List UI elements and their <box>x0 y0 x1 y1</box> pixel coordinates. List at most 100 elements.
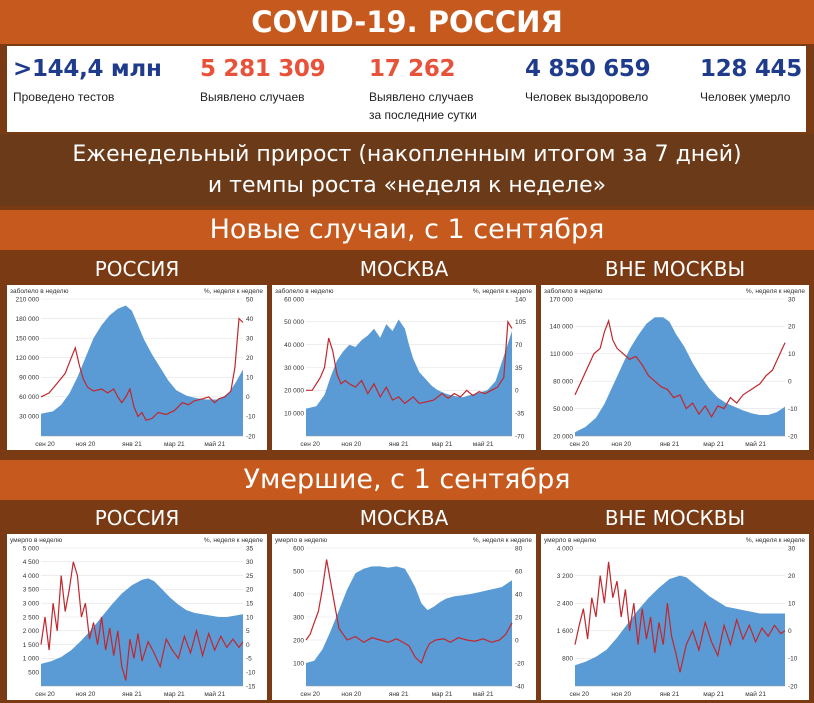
y-tick-label: 60 000 <box>284 296 304 303</box>
section-deaths-title: Умершие, с 1 сентября <box>0 460 814 500</box>
stat-recovered: 4 850 659 Человек выздоровело <box>525 56 651 106</box>
x-tick-label: янв 21 <box>389 691 409 698</box>
y2-tick-label: 30 <box>246 559 254 566</box>
x-tick-label: мар 21 <box>703 441 724 448</box>
y-tick-label: 50 000 <box>553 406 573 413</box>
x-tick-label: янв 21 <box>122 691 142 698</box>
y-tick-label: 800 <box>562 656 573 663</box>
y-axis-label: умерло в неделю <box>275 537 327 544</box>
y-tick-label: 10 000 <box>284 410 304 417</box>
y2-tick-label: 20 <box>515 614 523 621</box>
chart-deaths-russia: умерло в неделю %, неделя к неделе 500 1 00… <box>7 534 267 700</box>
y2-tick-label: 50 <box>246 296 254 303</box>
y-tick-label: 400 <box>293 591 304 598</box>
series-area <box>41 578 243 686</box>
y2-tick-label: 30 <box>788 296 796 303</box>
y2-axis-label: %, неделя к неделе <box>473 537 532 544</box>
stat-deaths: 128 445 Человек умерло <box>700 56 802 106</box>
x-tick-label: май 21 <box>745 690 766 698</box>
x-tick-label: мар 21 <box>703 691 724 698</box>
y2-tick-label: 105 <box>515 319 526 326</box>
y2-tick-label: 140 <box>515 296 526 303</box>
y2-tick-label: -10 <box>788 406 798 413</box>
stat-value: 128 445 <box>700 56 802 82</box>
series-area <box>306 319 512 436</box>
y2-tick-label: 80 <box>515 545 523 552</box>
section-cases-title: Новые случаи, с 1 сентября <box>0 210 814 250</box>
stat-cases: 5 281 309 Выявлено случаев <box>200 56 326 106</box>
y-tick-label: 20 000 <box>284 388 304 395</box>
chart-cases-russia: заболело в неделю %, неделя к неделе 30 00… <box>7 285 267 450</box>
y-tick-label: 80 000 <box>553 379 573 386</box>
y2-tick-label: 10 <box>246 614 254 621</box>
y-tick-label: 1 600 <box>557 628 574 635</box>
y2-tick-label: 0 <box>246 394 250 401</box>
y-tick-label: 100 <box>293 660 304 667</box>
panel-title-cases-russia: РОССИЯ <box>7 253 267 285</box>
y-tick-label: 3 200 <box>557 573 574 580</box>
x-tick-label: сен 20 <box>300 441 320 448</box>
y2-tick-label: -70 <box>515 433 525 440</box>
x-tick-label: май 21 <box>473 690 494 698</box>
x-tick-label: ноя 20 <box>76 691 96 698</box>
y2-tick-label: -40 <box>515 683 525 690</box>
stat-value: 4 850 659 <box>525 56 651 82</box>
x-tick-label: мар 21 <box>164 441 185 448</box>
y2-axis-label: %, неделя к неделе <box>746 288 805 295</box>
chart-deaths-moscow: умерло в неделю%, неделя к неделе 100 200 3… <box>272 534 536 700</box>
x-tick-label: сен 20 <box>35 691 55 698</box>
y-tick-label: 20 000 <box>553 433 573 440</box>
series-area <box>575 317 785 436</box>
y2-tick-label: 70 <box>515 342 523 349</box>
y-tick-label: 90 000 <box>19 375 39 382</box>
y-tick-label: 1 500 <box>23 642 40 649</box>
y-tick-label: 500 <box>293 568 304 575</box>
y2-tick-label: 20 <box>246 587 254 594</box>
panel-title-deaths-outside: ВНЕ МОСКВЫ <box>541 502 809 534</box>
y-axis-label: заболело в неделю <box>10 287 69 295</box>
chart-deaths-outside: умерло в неделю %, неделя к неделе 800 1 60… <box>541 534 809 700</box>
y2-tick-label: -20 <box>515 660 525 667</box>
y2-tick-label: 10 <box>788 601 796 608</box>
series-line <box>306 319 513 405</box>
y-tick-label: 120 000 <box>16 355 40 362</box>
subtitle-bar: Еженедельный прирост (накопленным итогом… <box>0 134 814 206</box>
stat-label: Выявлено случаев <box>200 90 305 104</box>
y-tick-label: 300 <box>293 614 304 621</box>
chart-cases-moscow: заболело в неделю %, неделя к неделе 10 00… <box>272 285 536 450</box>
x-tick-label: май 21 <box>745 440 766 448</box>
subtitle-line1: Еженедельный прирост (накопленным итогом… <box>72 142 742 167</box>
panel-title-cases-moscow: МОСКВА <box>272 253 536 285</box>
y2-tick-label: -20 <box>246 433 256 440</box>
x-tick-label: янв 21 <box>122 441 142 448</box>
x-tick-label: сен 20 <box>569 691 589 698</box>
subtitle-line2: и темпы роста «неделя к неделе» <box>207 173 607 198</box>
y-axis-label: умерло в неделю <box>544 537 596 544</box>
y-tick-label: 40 000 <box>284 342 304 349</box>
y-tick-label: 210 000 <box>16 296 40 303</box>
y2-tick-label: 0 <box>788 379 792 386</box>
chart-cases-outside: заболело в неделю %, неделя к неделе 20 00… <box>541 285 809 450</box>
y2-tick-label: -20 <box>788 433 798 440</box>
x-tick-label: май 21 <box>204 440 225 448</box>
x-tick-label: янв 21 <box>660 441 680 448</box>
y2-tick-label: -5 <box>246 656 252 663</box>
stat-label: Проведено тестов <box>13 90 115 104</box>
y2-tick-label: -10 <box>788 656 798 663</box>
y-tick-label: 170 000 <box>550 296 574 303</box>
y2-tick-label: 15 <box>246 601 254 608</box>
series-line <box>574 318 786 418</box>
y-tick-label: 140 000 <box>550 324 574 331</box>
x-tick-label: ноя 20 <box>611 691 631 698</box>
x-tick-label: май 21 <box>204 690 225 698</box>
x-tick-label: мар 21 <box>164 691 185 698</box>
y-tick-label: 2 000 <box>23 628 40 635</box>
x-tick-label: сен 20 <box>35 441 55 448</box>
y-tick-label: 5 000 <box>23 545 40 552</box>
y2-tick-label: 60 <box>515 568 523 575</box>
y-tick-label: 2 500 <box>23 614 40 621</box>
panel-title-deaths-moscow: МОСКВА <box>272 502 536 534</box>
y2-axis-label: %, неделя к неделе <box>473 288 532 295</box>
series-area <box>575 575 785 686</box>
y2-axis-label: %, неделя к неделе <box>204 288 263 295</box>
